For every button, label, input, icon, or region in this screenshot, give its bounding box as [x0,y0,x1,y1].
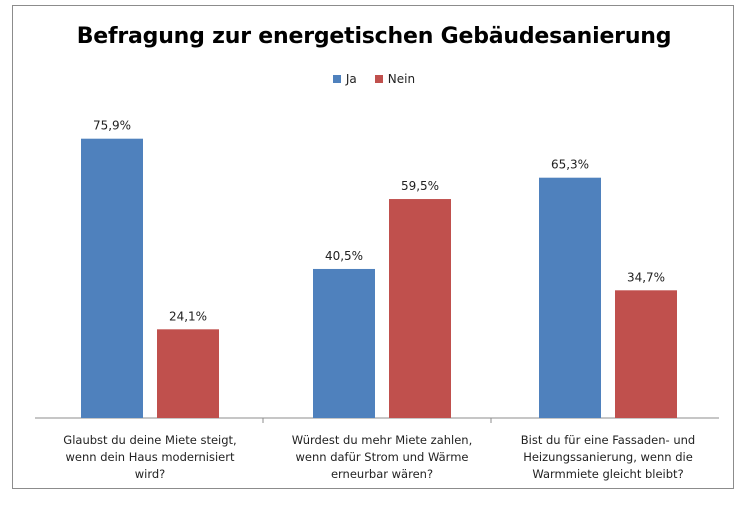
data-label-nein-1: 24,1% [169,309,207,323]
legend-label-nein: Nein [387,72,416,86]
data-label-nein-2: 59,5% [401,179,439,193]
chart-title: Befragung zur energetischen Gebäudesanie… [76,24,672,49]
category-label-2: Würdest du mehr Miete zahlen, wenn dafür… [291,433,473,481]
plot-area: 75,9% 24,1% 40,5% 59,5% 65,3% 34,7% [35,119,719,423]
category-label-3: Bist du für eine Fassaden- und Heizungss… [520,433,696,481]
legend-swatch-ja [332,75,341,83]
legend-item-ja: Ja [332,72,357,86]
data-label-ja-3: 65,3% [551,158,589,172]
legend-item-nein: Nein [374,72,416,86]
legend-swatch-nein [374,75,383,83]
bar-ja-3 [539,177,601,418]
data-label-nein-3: 34,7% [627,270,665,284]
category-label-1: Glaubst du deine Miete steigt, wenn dein… [63,433,237,481]
data-label-ja-2: 40,5% [325,249,363,263]
bar-nein-3 [615,290,677,418]
legend: Ja Nein [13,72,735,86]
data-label-ja-1: 75,9% [93,119,131,133]
chart-frame: Befragung zur energetischen Gebäudesanie… [12,5,734,489]
bar-ja-1 [81,138,143,419]
legend-label-ja: Ja [345,72,357,86]
bar-nein-1 [157,329,219,418]
bar-ja-2 [313,268,375,418]
bar-nein-2 [389,199,451,418]
